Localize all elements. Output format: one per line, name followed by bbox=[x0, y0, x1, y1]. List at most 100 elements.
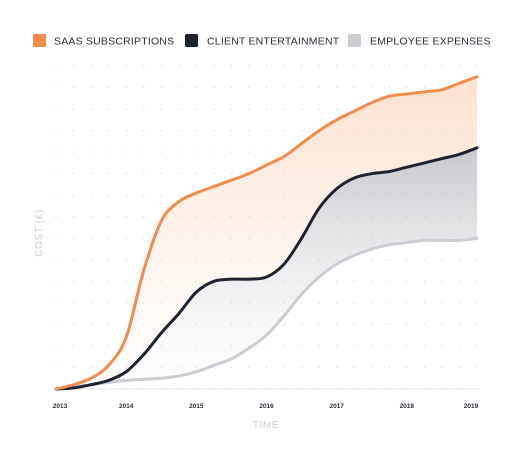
grid-dot bbox=[55, 216, 57, 218]
grid-dot bbox=[230, 366, 233, 369]
grid-dot bbox=[423, 259, 426, 261]
grid-dot bbox=[107, 151, 110, 153]
grid-dot bbox=[213, 151, 215, 153]
grid-dot bbox=[371, 280, 373, 282]
grid-dot bbox=[55, 280, 57, 282]
legend-swatch-client-entertainment bbox=[185, 34, 198, 47]
grid-dot bbox=[72, 237, 75, 239]
grid-dot bbox=[72, 173, 75, 175]
grid-dot bbox=[336, 302, 338, 304]
grid-dot bbox=[143, 173, 145, 175]
grid-dot bbox=[300, 129, 303, 132]
grid-dot bbox=[213, 86, 215, 89]
grid-dot bbox=[406, 86, 408, 89]
grid-dot bbox=[178, 173, 180, 175]
grid-dot bbox=[353, 323, 355, 326]
grid-dot bbox=[458, 366, 461, 369]
grid-dot bbox=[72, 86, 75, 89]
grid-dot bbox=[423, 65, 426, 67]
grid-dot bbox=[371, 323, 373, 326]
x-tick-label: 2018 bbox=[400, 403, 415, 410]
grid-dot bbox=[55, 173, 57, 175]
grid-dot bbox=[300, 65, 303, 67]
x-tick-label: 2017 bbox=[329, 403, 344, 410]
grid-dot bbox=[72, 366, 75, 369]
x-tick-label: 2019 bbox=[464, 403, 479, 410]
grid-dot bbox=[125, 65, 127, 67]
grid-dot bbox=[371, 259, 373, 261]
grid-dot bbox=[318, 302, 320, 304]
grid-dot bbox=[55, 366, 57, 369]
grid-dot bbox=[406, 259, 408, 261]
grid-dot bbox=[318, 345, 320, 347]
grid-dot bbox=[406, 366, 408, 369]
grid-dot bbox=[125, 302, 127, 304]
grid-dot bbox=[406, 323, 408, 326]
grid-dot bbox=[178, 194, 180, 196]
grid-dot bbox=[248, 86, 250, 89]
grid-dot bbox=[265, 129, 268, 132]
grid-dot bbox=[90, 86, 92, 89]
grid-dot bbox=[423, 280, 426, 282]
grid-dot bbox=[160, 216, 162, 218]
grid-dot bbox=[90, 280, 92, 282]
grid-dot bbox=[160, 194, 162, 196]
grid-dot bbox=[406, 280, 408, 282]
grid-dot bbox=[353, 65, 355, 67]
grid-dot bbox=[388, 366, 390, 369]
grid-dot bbox=[458, 280, 461, 282]
grid-dot bbox=[178, 151, 180, 153]
x-tick-label: 2013 bbox=[53, 403, 68, 410]
grid-dot bbox=[125, 216, 127, 218]
grid-dot bbox=[353, 366, 355, 369]
grid-dot bbox=[195, 151, 197, 153]
grid-dot bbox=[353, 86, 355, 89]
grid-dot bbox=[195, 129, 197, 132]
grid-dot bbox=[213, 108, 215, 110]
grid-dot bbox=[125, 151, 127, 153]
grid-dot bbox=[388, 345, 390, 347]
legend-swatch-employee-expenses bbox=[348, 34, 361, 47]
grid-dot bbox=[476, 65, 478, 67]
grid-dot bbox=[178, 129, 180, 132]
grid-dot bbox=[90, 323, 92, 326]
grid-dot bbox=[230, 151, 233, 153]
x-axis-title: TIME bbox=[253, 420, 279, 431]
grid-dot bbox=[55, 194, 57, 196]
grid-dot bbox=[90, 65, 92, 67]
grid-dot bbox=[143, 194, 145, 196]
grid-dot bbox=[423, 86, 426, 89]
grid-dot bbox=[265, 151, 268, 153]
grid-dot bbox=[336, 366, 338, 369]
grid-dot bbox=[72, 302, 75, 304]
grid-dot bbox=[406, 345, 408, 347]
grid-dot bbox=[336, 108, 338, 110]
grid-dot bbox=[318, 323, 320, 326]
grid-dot bbox=[476, 302, 478, 304]
grid-dot bbox=[72, 129, 75, 132]
grid-dot bbox=[90, 237, 92, 239]
grid-dot bbox=[265, 108, 268, 110]
grid-dot bbox=[195, 86, 197, 89]
grid-dot bbox=[458, 302, 461, 304]
grid-dot bbox=[441, 259, 443, 261]
grid-dot bbox=[125, 237, 127, 239]
legend: SAAS SUBSCRIPTIONS CLIENT ENTERTAINMENT … bbox=[33, 34, 491, 48]
grid-dot bbox=[72, 323, 75, 326]
y-axis-title: COST (£) bbox=[34, 209, 45, 256]
grid-dot bbox=[90, 216, 92, 218]
grid-dot bbox=[230, 173, 233, 175]
x-axis-ticks: 2013 2014 2015 2016 2017 2018 2019 bbox=[53, 403, 479, 410]
grid-dot bbox=[388, 65, 390, 67]
legend-label-saas-subscriptions: SAAS SUBSCRIPTIONS bbox=[54, 36, 174, 48]
grid-dot bbox=[160, 65, 162, 67]
grid-dot bbox=[388, 302, 390, 304]
grid-dot bbox=[318, 65, 320, 67]
grid-dot bbox=[107, 323, 110, 326]
grid-dot bbox=[90, 129, 92, 132]
grid-dot bbox=[265, 366, 268, 369]
grid-dot bbox=[441, 65, 443, 67]
grid-dot bbox=[160, 108, 162, 110]
grid-dot bbox=[458, 259, 461, 261]
